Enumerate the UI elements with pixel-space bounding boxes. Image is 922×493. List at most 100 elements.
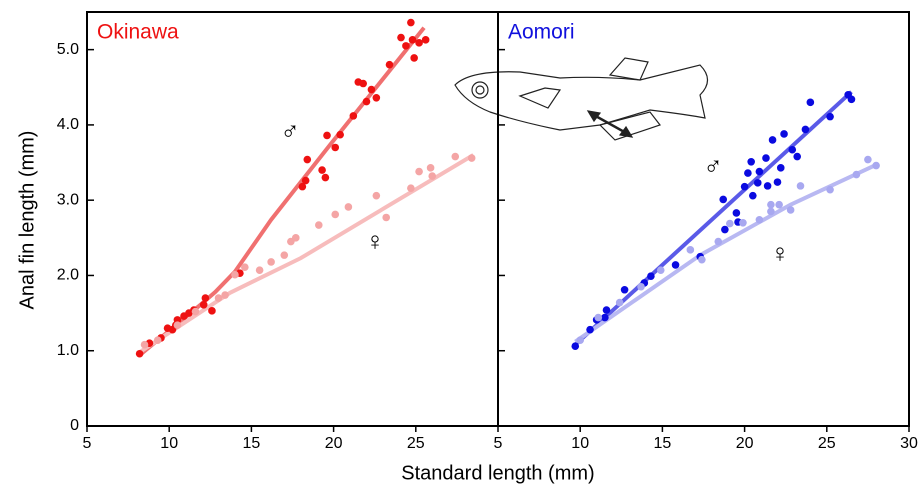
data-point (864, 155, 872, 164)
data-point (336, 130, 344, 139)
data-point (173, 316, 182, 324)
data-point (773, 178, 782, 186)
data-point (571, 342, 580, 351)
data-point (656, 266, 665, 274)
x-tick-label: 20 (325, 435, 343, 452)
data-point (397, 33, 405, 42)
data-point (321, 173, 330, 182)
data-point (601, 313, 609, 322)
data-point (576, 336, 584, 344)
data-point (801, 125, 810, 134)
data-point (686, 246, 695, 254)
data-point (732, 209, 741, 217)
data-point (344, 203, 353, 211)
plot-frame (86, 11, 499, 427)
data-point (421, 36, 430, 44)
data-point (214, 294, 223, 302)
panel-title: Aomori (508, 21, 575, 44)
data-point (796, 182, 805, 190)
series-label: ♀ (770, 238, 790, 268)
data-point (191, 307, 200, 316)
data-point (199, 301, 208, 309)
data-point (847, 95, 856, 104)
data-point (359, 79, 367, 88)
data-point (291, 234, 300, 242)
data-point (872, 161, 880, 170)
data-point (740, 182, 749, 191)
data-point (140, 340, 149, 349)
data-point (775, 200, 783, 209)
data-point (806, 98, 815, 107)
data-point (721, 225, 729, 234)
data-point (698, 255, 706, 264)
y-tick-label: 1.0 (57, 342, 79, 359)
data-point (301, 176, 310, 185)
data-point (747, 157, 755, 166)
data-point (620, 285, 629, 294)
data-point (372, 191, 381, 200)
data-point (315, 221, 323, 229)
data-point (241, 263, 249, 271)
data-point (762, 154, 770, 162)
data-point (647, 272, 655, 281)
data-point (755, 167, 764, 176)
x-tick-label: 5 (83, 435, 92, 452)
fit-line (574, 162, 877, 344)
data-point (407, 184, 415, 192)
x-axis-title: Standard length (mm) (401, 462, 594, 484)
data-point (714, 237, 723, 246)
x-tick-label: 10 (571, 435, 589, 452)
data-point (201, 294, 210, 302)
data-point (255, 266, 264, 274)
data-point (763, 182, 772, 190)
data-point (362, 97, 371, 106)
data-point (602, 306, 611, 314)
x-tick-label: 25 (407, 435, 425, 452)
data-point (586, 325, 594, 334)
data-point (594, 313, 603, 322)
x-tick-label: 10 (160, 435, 178, 452)
data-point (303, 155, 312, 164)
data-point (298, 182, 307, 191)
data-point (788, 145, 797, 154)
data-point (744, 169, 752, 177)
fit-line (138, 26, 426, 357)
data-point (208, 307, 216, 315)
data-point (768, 136, 777, 144)
data-point (331, 210, 340, 219)
data-point (323, 131, 331, 140)
series-label: ♀ (365, 226, 385, 256)
panel-title: Okinawa (97, 21, 179, 44)
data-point (331, 143, 340, 152)
data-point (776, 164, 785, 172)
data-point (367, 85, 376, 94)
data-point (415, 39, 423, 47)
y-tick-label: 4.0 (57, 116, 79, 133)
data-point (280, 251, 289, 259)
data-point (786, 206, 795, 214)
data-point (637, 282, 645, 291)
data-point (408, 36, 417, 44)
data-point (780, 130, 788, 138)
data-point (318, 166, 326, 174)
data-point (428, 172, 437, 180)
data-point (451, 152, 460, 161)
y-tick-label: 2.0 (57, 267, 79, 284)
fit-line (138, 153, 475, 354)
data-point (410, 54, 418, 62)
data-point (749, 191, 757, 200)
data-point (767, 207, 775, 216)
data-point (719, 195, 728, 204)
fish-diagram (454, 57, 709, 141)
data-point (415, 167, 423, 176)
data-point (826, 185, 834, 194)
plot-frame (497, 11, 910, 427)
data-point (467, 154, 476, 162)
x-tick-label: 15 (654, 435, 672, 452)
data-point (739, 218, 747, 227)
x-tick-label: 15 (243, 435, 261, 452)
data-point (767, 200, 775, 209)
y-tick-label: 5.0 (57, 41, 79, 58)
data-point (173, 321, 182, 329)
